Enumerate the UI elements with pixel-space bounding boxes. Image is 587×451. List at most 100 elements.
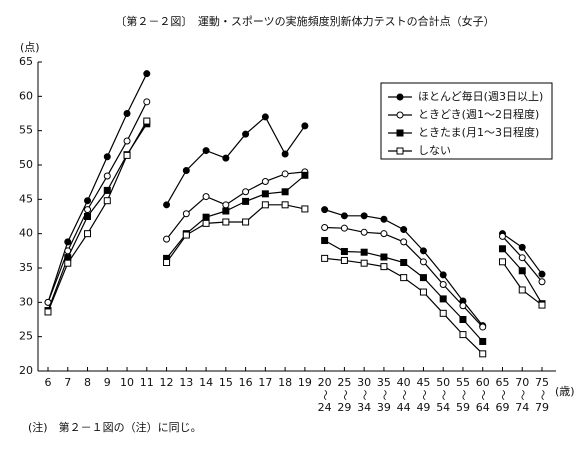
marker [123,151,131,159]
marker [400,238,408,246]
x-range-mark: 〜 [338,390,351,401]
marker [123,110,131,117]
y-tick-label: 60 [19,89,33,102]
x-tick-label: 69 [495,401,509,414]
marker [360,248,368,256]
series-line [47,73,148,303]
x-tick-label: 75 [535,376,549,389]
y-tick-label: 50 [19,158,33,171]
marker [380,215,388,223]
marker [163,235,171,243]
marker [202,213,210,221]
x-tick-label: 13 [179,376,193,389]
x-tick-label: 79 [535,401,549,414]
marker [143,117,151,125]
x-tick-label: 12 [160,376,174,389]
marker [202,193,210,201]
x-tick-label: 39 [377,401,391,414]
series-line [166,171,305,240]
marker [84,230,92,238]
x-tick-label: 64 [476,401,490,414]
marker [321,254,329,262]
x-tick-label: 11 [140,376,154,389]
marker [222,207,230,215]
marker [261,113,269,121]
marker [419,258,427,266]
marker [84,206,92,214]
marker [321,206,329,214]
marker [518,286,526,294]
marker [261,177,269,185]
marker [419,274,427,282]
marker [360,212,368,220]
marker [103,197,111,205]
x-tick-label: 59 [456,401,470,414]
marker [321,223,329,231]
marker [202,219,210,227]
marker [281,150,289,158]
x-tick-label: 14 [199,376,213,389]
marker [419,288,427,296]
x-tick-label: 65 [495,376,509,389]
marker [360,228,368,236]
x-tick-label: 60 [476,376,490,389]
series-line [324,257,484,355]
x-range-mark: 〜 [516,390,529,401]
marker [281,201,289,209]
marker [419,247,427,255]
marker [498,245,506,253]
y-tick-label: 20 [19,364,33,377]
x-tick-label: 40 [397,376,411,389]
x-range-mark: 〜 [378,390,391,401]
x-tick-label: 44 [397,401,411,414]
marker [281,170,289,178]
legend-marker [396,111,404,119]
marker [459,316,467,323]
x-axis-label: (歳) [555,385,575,398]
x-tick-label: 25 [337,376,351,389]
marker [380,230,388,238]
marker [261,201,269,209]
marker [182,210,190,218]
x-tick-label: 9 [104,376,111,389]
marker [439,295,447,303]
marker [182,231,190,239]
marker [44,308,52,316]
marker [439,280,447,288]
marker [400,259,408,267]
x-tick-label: 19 [298,376,312,389]
marker [439,271,447,279]
x-tick-label: 20 [318,376,332,389]
marker [518,243,526,251]
legend-marker [396,129,404,137]
y-tick-label: 35 [19,261,33,274]
note: (注) 第２－１図の（注）に同じ。 [28,420,202,434]
marker [163,259,171,267]
marker [103,186,111,194]
marker [84,197,92,205]
marker [380,263,388,271]
y-tick-label: 45 [19,192,33,205]
marker [459,302,467,310]
marker [64,238,72,246]
marker [222,218,230,226]
chart-title: 〔第２－２図〕 運動・スポーツの実施頻度別新体力テストの合計点（女子） [115,14,494,28]
marker [202,147,210,155]
y-tick-label: 55 [19,124,33,137]
marker [242,218,250,226]
marker [182,166,190,174]
marker [222,154,230,162]
marker [360,259,368,267]
marker [84,213,92,220]
marker [103,172,111,180]
x-tick-label: 16 [239,376,253,389]
legend-marker [396,93,404,101]
x-tick-label: 49 [416,401,430,414]
x-tick-label: 24 [318,401,332,414]
marker [143,98,151,106]
x-tick-label: 34 [357,401,371,414]
y-axis-label: (点) [20,41,40,54]
x-tick-label: 50 [436,376,450,389]
x-tick-label: 35 [377,376,391,389]
